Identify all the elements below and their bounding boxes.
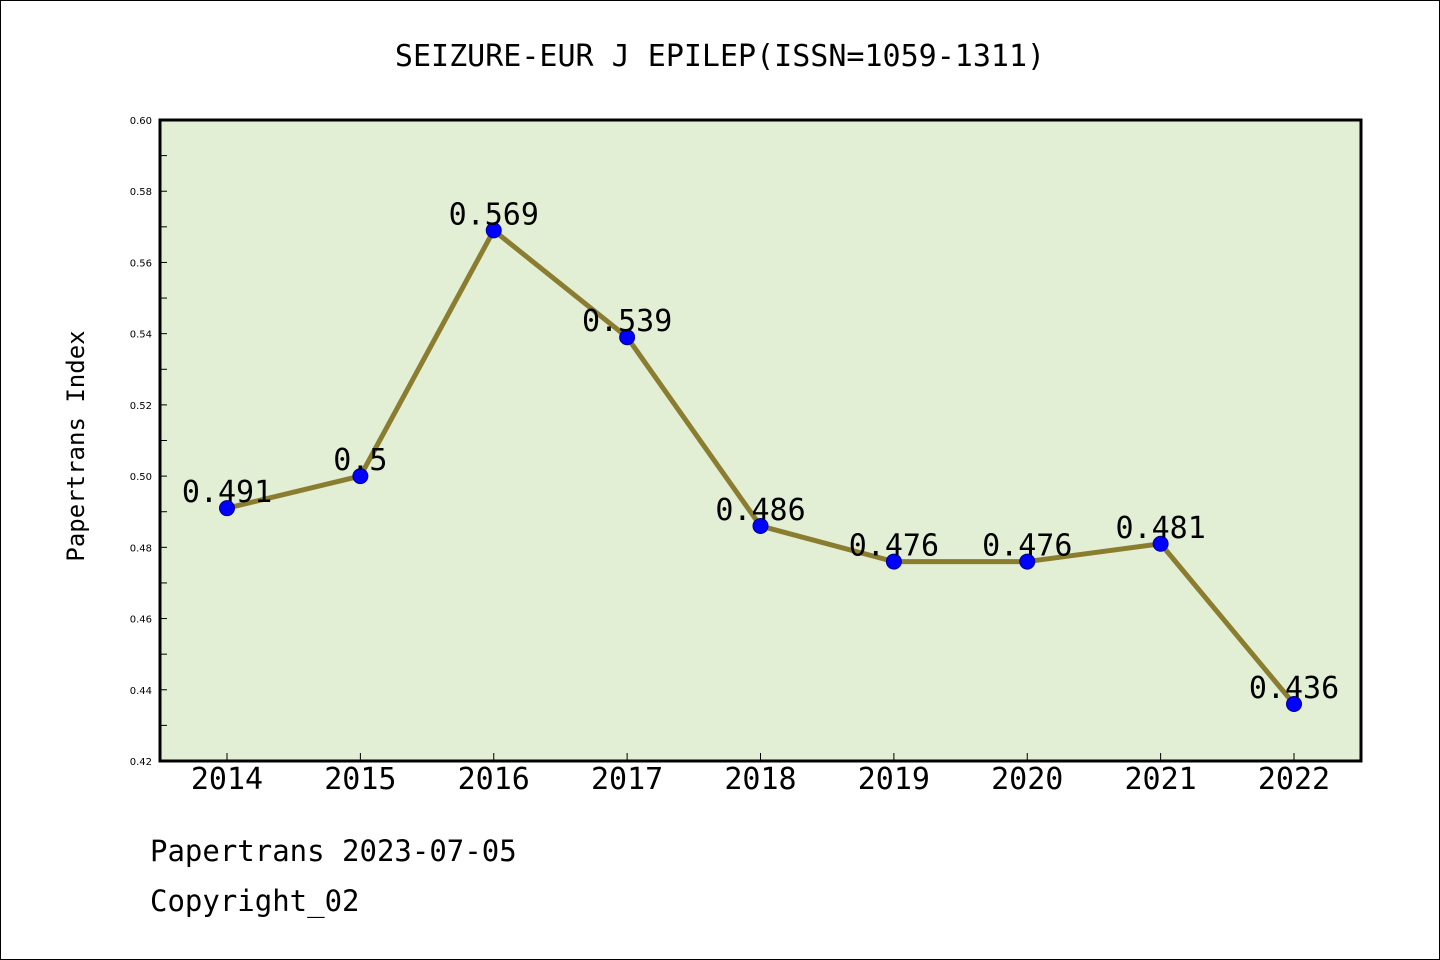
y-tick-label: 0.54 <box>130 330 152 341</box>
y-tick-label: 0.44 <box>130 686 152 697</box>
y-tick-label: 0.42 <box>130 757 152 768</box>
data-point <box>619 329 636 346</box>
y-tick-label: 0.60 <box>130 116 152 127</box>
data-points <box>219 222 1302 713</box>
data-point <box>1152 535 1169 552</box>
y-tick-label: 0.56 <box>130 258 152 269</box>
y-axis-label: Papertrans Index <box>62 330 90 561</box>
data-label: 0.5 <box>333 443 387 478</box>
data-point <box>1019 553 1036 570</box>
data-labels: 0.491 0.5 0.569 0.539 0.486 0.476 0.476 0.481 0.… <box>182 197 1339 706</box>
x-tick-label: 2015 <box>324 762 396 797</box>
y-tick-label: 0.58 <box>130 187 152 198</box>
data-label: 0.436 <box>1249 671 1339 706</box>
data-point <box>752 517 769 534</box>
x-axis: 2014 2015 2016 2017 2018 2019 2020 2021 2022 <box>191 753 1330 797</box>
plot-area <box>158 118 1363 763</box>
y-tick-label: 0.48 <box>130 543 152 554</box>
x-tick-label: 2021 <box>1125 762 1197 797</box>
x-tick-label: 2017 <box>591 762 663 797</box>
y-tick-label: 0.46 <box>130 615 152 626</box>
data-point <box>1286 696 1302 713</box>
data-label: 0.486 <box>715 493 805 528</box>
footer-date: Papertrans 2023-07-05 <box>150 834 517 868</box>
x-tick-label: 2020 <box>991 762 1063 797</box>
x-tick-label: 2018 <box>724 762 796 797</box>
x-tick-label: 2022 <box>1258 762 1330 797</box>
data-label: 0.481 <box>1115 511 1205 546</box>
data-point <box>219 500 235 517</box>
data-label: 0.539 <box>582 304 672 339</box>
x-tick-label: 2014 <box>191 762 263 797</box>
x-tick-label: 2016 <box>458 762 530 797</box>
data-label: 0.569 <box>449 197 539 232</box>
y-tick-label: 0.50 <box>130 472 152 483</box>
data-point <box>485 222 502 239</box>
y-axis: 0.42 0.44 0.46 0.48 0.50 0.52 0.54 0.56 0.58 0.60 <box>130 116 167 768</box>
x-tick-label: 2019 <box>858 762 930 797</box>
data-label: 0.491 <box>182 475 272 510</box>
footer-copyright: Copyright_02 <box>150 884 360 918</box>
chart-title: SEIZURE-EUR J EPILEP(ISSN=1059-1311) <box>395 39 1045 74</box>
data-label: 0.476 <box>849 529 939 564</box>
data-point <box>885 553 902 570</box>
data-label: 0.476 <box>982 529 1072 564</box>
y-tick-label: 0.52 <box>130 401 152 412</box>
data-point <box>352 468 369 485</box>
